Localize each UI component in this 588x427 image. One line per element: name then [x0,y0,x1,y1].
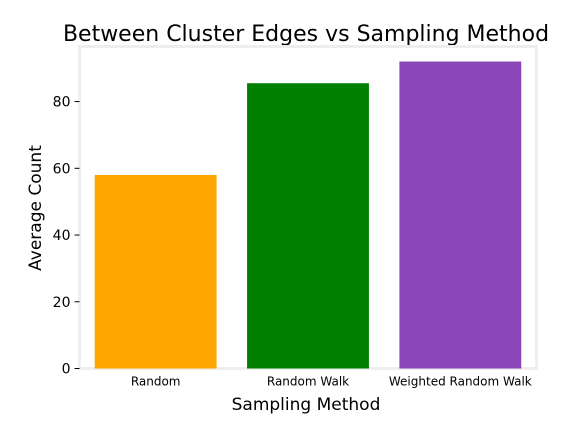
y-ticks-group: 0 20 40 60 80 [53,95,80,378]
x-axis-label: Sampling Method [232,395,381,415]
y-tick-label: 40 [53,228,71,244]
x-tick-label: Random [131,375,181,389]
plot-area: 0 20 40 60 80 Random Random Walk Weighted Rand… [53,45,538,389]
y-tick-label: 60 [53,161,71,177]
y-axis-label: Average Count [26,145,46,271]
y-tick-label: 80 [53,95,71,111]
bar-random [94,174,217,369]
bar-weighted-random-walk [399,61,522,369]
bar-random-walk [247,83,369,369]
y-tick-label: 20 [53,295,71,311]
bars-group [94,61,522,369]
x-ticks-group: Random Random Walk Weighted Random Walk [131,375,532,389]
x-tick-label: Random Walk [267,375,349,389]
y-tick-label: 0 [62,362,71,378]
x-tick-label: Weighted Random Walk [389,375,532,389]
chart-title: Between Cluster Edges vs Sampling Method [63,22,549,47]
